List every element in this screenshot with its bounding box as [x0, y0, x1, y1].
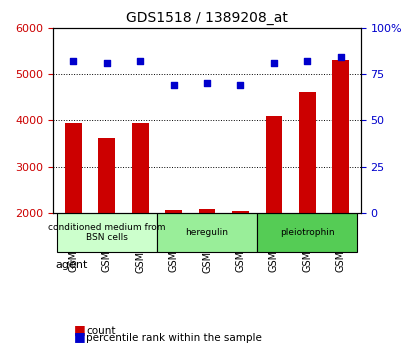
Text: pleiotrophin: pleiotrophin: [279, 228, 334, 237]
Text: count: count: [86, 326, 115, 336]
Text: agent: agent: [55, 259, 87, 269]
Text: ■: ■: [74, 323, 85, 336]
Bar: [198, 209, 215, 306]
Bar: [165, 210, 182, 306]
Bar: [265, 116, 281, 306]
Bar: [132, 123, 148, 306]
FancyBboxPatch shape: [56, 213, 157, 252]
Point: [70, 58, 76, 64]
Bar: [98, 138, 115, 306]
Text: percentile rank within the sample: percentile rank within the sample: [86, 333, 261, 343]
Point: [103, 60, 110, 66]
Title: GDS1518 / 1389208_at: GDS1518 / 1389208_at: [126, 11, 287, 25]
Text: heregulin: heregulin: [185, 228, 228, 237]
Bar: [231, 211, 248, 306]
Point: [137, 58, 143, 64]
Point: [270, 60, 276, 66]
Point: [203, 80, 210, 86]
Bar: [332, 60, 348, 306]
Text: ■: ■: [74, 330, 85, 343]
Point: [170, 82, 176, 88]
Bar: [65, 123, 81, 306]
Point: [237, 82, 243, 88]
FancyBboxPatch shape: [256, 213, 357, 252]
Point: [303, 58, 310, 64]
Text: conditioned medium from
BSN cells: conditioned medium from BSN cells: [48, 223, 165, 243]
Bar: [298, 92, 315, 306]
Point: [337, 55, 343, 60]
FancyBboxPatch shape: [157, 213, 256, 252]
